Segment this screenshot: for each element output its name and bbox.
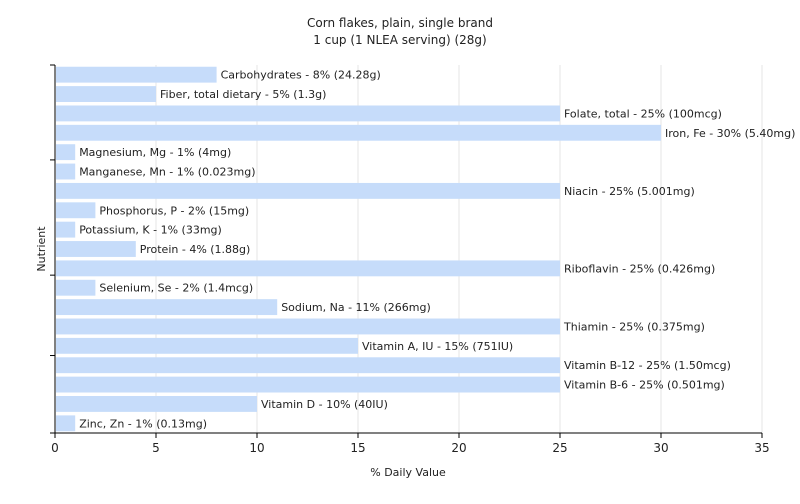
bar bbox=[56, 221, 76, 238]
bar-label: Vitamin B-12 - 25% (1.50mcg) bbox=[564, 359, 731, 372]
bar bbox=[56, 202, 96, 219]
bar bbox=[56, 260, 560, 277]
x-tick-label: 35 bbox=[754, 441, 769, 455]
x-tick-label: 10 bbox=[249, 441, 264, 455]
bar-label: Zinc, Zn - 1% (0.13mg) bbox=[79, 417, 207, 430]
x-tick-label: 30 bbox=[653, 441, 668, 455]
bar bbox=[56, 66, 217, 83]
bar-label: Iron, Fe - 30% (5.40mg) bbox=[665, 127, 795, 140]
bars bbox=[56, 66, 661, 432]
bar bbox=[56, 241, 136, 257]
bar-label: Niacin - 25% (5.001mg) bbox=[564, 185, 695, 198]
bar-label: Vitamin A, IU - 15% (751IU) bbox=[362, 340, 513, 353]
x-tick-label: 15 bbox=[350, 441, 365, 455]
bar bbox=[56, 376, 560, 393]
bar-label: Potassium, K - 1% (33mg) bbox=[79, 224, 222, 237]
bar bbox=[56, 105, 560, 122]
axes: 0 5 10 15 20 25 30 35 bbox=[50, 64, 770, 455]
bar bbox=[56, 86, 156, 102]
bar-label: Magnesium, Mg - 1% (4mg) bbox=[79, 146, 231, 159]
bar bbox=[56, 318, 560, 335]
bar-label: Selenium, Se - 2% (1.4mcg) bbox=[99, 282, 253, 295]
bar bbox=[56, 124, 661, 141]
bar-label: Phosphorus, P - 2% (15mg) bbox=[99, 204, 249, 217]
chart-subtitle: 1 cup (1 NLEA serving) (28g) bbox=[313, 33, 486, 47]
bar-label: Sodium, Na - 11% (266mg) bbox=[281, 301, 431, 314]
x-tick-label: 5 bbox=[152, 441, 160, 455]
bar bbox=[56, 299, 278, 316]
x-tick-label: 25 bbox=[552, 441, 567, 455]
x-axis-title: % Daily Value bbox=[370, 466, 446, 479]
bar-label: Fiber, total dietary - 5% (1.3g) bbox=[160, 88, 326, 101]
bar-label: Protein - 4% (1.88g) bbox=[140, 243, 251, 256]
bar bbox=[56, 182, 560, 199]
bar-label: Vitamin B-6 - 25% (0.501mg) bbox=[564, 379, 725, 392]
chart-title: Corn flakes, plain, single brand bbox=[307, 16, 493, 30]
bar bbox=[56, 396, 257, 412]
bar bbox=[56, 357, 560, 374]
bar bbox=[56, 415, 76, 432]
bar bbox=[56, 163, 76, 180]
x-tick-label: 0 bbox=[51, 441, 59, 455]
bar-label: Carbohydrates - 8% (24.28g) bbox=[221, 69, 381, 82]
bar bbox=[56, 279, 96, 296]
bar-label: Riboflavin - 25% (0.426mg) bbox=[564, 262, 715, 275]
bar-label: Vitamin D - 10% (40IU) bbox=[261, 398, 388, 411]
bar bbox=[56, 144, 76, 161]
bar-labels: Carbohydrates - 8% (24.28g) Fiber, total … bbox=[79, 69, 795, 431]
bar-label: Folate, total - 25% (100mcg) bbox=[564, 107, 722, 120]
bar bbox=[56, 337, 358, 354]
bar-label: Thiamin - 25% (0.375mg) bbox=[563, 320, 705, 333]
x-tick-label: 20 bbox=[451, 441, 466, 455]
y-axis-title: Nutrient bbox=[35, 226, 48, 272]
bar-label: Manganese, Mn - 1% (0.023mg) bbox=[79, 166, 255, 179]
